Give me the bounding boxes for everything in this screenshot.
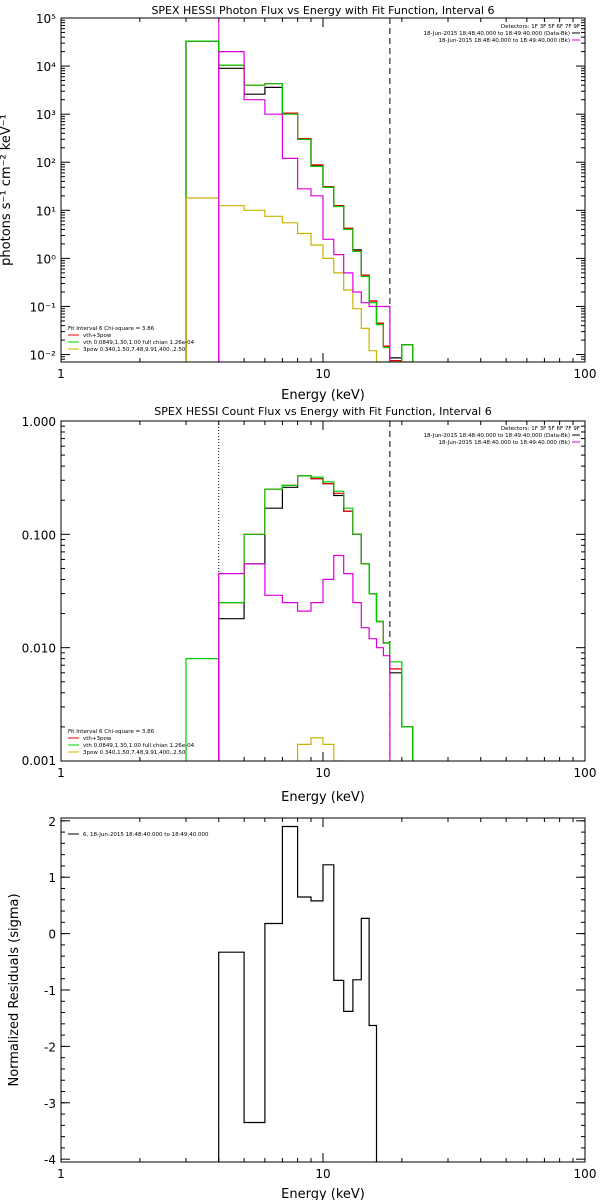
- series-bk: [218, 51, 391, 362]
- y-tick-label: 0.100: [22, 528, 56, 542]
- series-vth: [185, 40, 414, 362]
- chart-panel-3: 1 10 100 -4 -3 -2 -1 0 1 2 Energy (keV) Normalized …: [7, 815, 596, 1200]
- series-vth: [185, 475, 414, 761]
- legend-entry: vth+3pow: [83, 333, 112, 339]
- y-tick-label: 0: [48, 928, 56, 942]
- x-tick-label: 100: [574, 367, 597, 381]
- y-tick-label: 1: [48, 871, 56, 885]
- legend-entry: 3pow 0.340,1.50,7.48,9.91,400.,2.50: [83, 750, 186, 756]
- info-line: 18-Jun-2015 18:48:40.000 to 18:49:40.000…: [424, 433, 570, 439]
- y-tick-label: -4: [44, 1153, 56, 1167]
- legend-entry: 3pow 0.340,1.50,7.48,9.91,400.,2.50: [83, 347, 186, 353]
- plot-area: [185, 421, 414, 761]
- x-axis-label: Energy (keV): [281, 790, 365, 805]
- chart-title: SPEX HESSI Count Flux vs Energy with Fit…: [154, 405, 491, 418]
- y-tick-label: 1.000: [22, 415, 56, 429]
- y-axis-label: photons s⁻¹ cm⁻² keV⁻¹: [0, 114, 14, 266]
- y-tick-label: 10⁵: [36, 12, 56, 26]
- x-tick-label: 100: [574, 766, 597, 780]
- x-tick-label: 10: [315, 766, 330, 780]
- y-tick-label: 0.010: [22, 642, 56, 656]
- plot-frame: [60, 17, 586, 363]
- y-tick-label: 10⁰: [36, 252, 56, 266]
- chart-panel-2: SPEX HESSI Count Flux vs Energy with Fit…: [22, 405, 597, 805]
- y-tick-label: 0.001: [22, 754, 56, 768]
- info-line: Detectors: 1F 3F 5F 6F 7F 9F: [501, 24, 580, 30]
- y-tick-label: -2: [44, 1040, 56, 1054]
- y-tick-label: 10²: [36, 156, 56, 170]
- series-6-18-jun-2015-18-48-40-000-to-18-49-40-000: [218, 825, 378, 1162]
- y-tick-label: 10¹: [36, 204, 56, 218]
- x-tick-label: 10: [315, 1167, 330, 1181]
- series-3pow: [185, 197, 413, 362]
- legend-entry: vth 0.0849,1.30,1.00 full chian 1.26e-04: [83, 743, 195, 749]
- x-tick-label: 1: [57, 1167, 65, 1181]
- legend-entry: Fit Interval 6 Chi-square = 3.86: [68, 729, 155, 735]
- chart-panel-1: SPEX HESSI Photon Flux vs Energy with Fi…: [0, 4, 596, 403]
- y-tick-label: -1: [44, 984, 56, 998]
- info-line: 18-Jun-2015 18:48:40.000 to 18:49:40.000…: [424, 31, 570, 37]
- legend-entry: vth+3pow: [83, 736, 112, 742]
- series-vth-3pow: [218, 475, 414, 761]
- legend-entry: 6, 18-Jun-2015 18:48:40.000 to 18:49:40.…: [83, 832, 209, 838]
- y-tick-label: 10⁻²: [30, 349, 57, 363]
- legend-entry: Fit Interval 6 Chi-square = 3.86: [68, 326, 155, 332]
- x-tick-label: 100: [574, 1167, 597, 1181]
- plot-frame: [60, 817, 586, 1163]
- series-data: [218, 475, 414, 761]
- legend-entry: vth 0.0849,1.30,1.00 full chian 1.26e-04: [83, 340, 195, 346]
- y-axis-label: Normalized Residuals (sigma): [7, 893, 22, 1086]
- x-tick-label: 1: [57, 766, 65, 780]
- x-tick-label: 10: [315, 367, 330, 381]
- x-axis-label: Energy (keV): [281, 1187, 365, 1200]
- chart-title: SPEX HESSI Photon Flux vs Energy with Fi…: [151, 4, 494, 17]
- series-data: [185, 40, 414, 362]
- series-bk: [218, 554, 391, 761]
- y-tick-label: 10⁴: [36, 60, 56, 74]
- y-tick-label: 10³: [36, 108, 56, 122]
- plot-area: [218, 825, 378, 1162]
- x-axis-label: Energy (keV): [281, 388, 365, 403]
- series-3pow: [297, 737, 344, 761]
- y-tick-label: 2: [48, 815, 56, 829]
- series-vth-3pow: [185, 40, 414, 362]
- x-tick-label: 1: [57, 367, 65, 381]
- plot-frame: [60, 420, 586, 762]
- info-line: 18-Jun-2015 18:48:40.000 to 18:49:40.000…: [438, 440, 570, 446]
- y-tick-label: 10⁻¹: [30, 300, 57, 314]
- info-line: 18-Jun-2015 18:48:40.000 to 18:49:40.000…: [438, 38, 570, 44]
- y-tick-label: -3: [44, 1097, 56, 1111]
- info-line: Detectors: 1F 3F 5F 6F 7F 9F: [501, 426, 580, 432]
- plot-area: [185, 18, 414, 362]
